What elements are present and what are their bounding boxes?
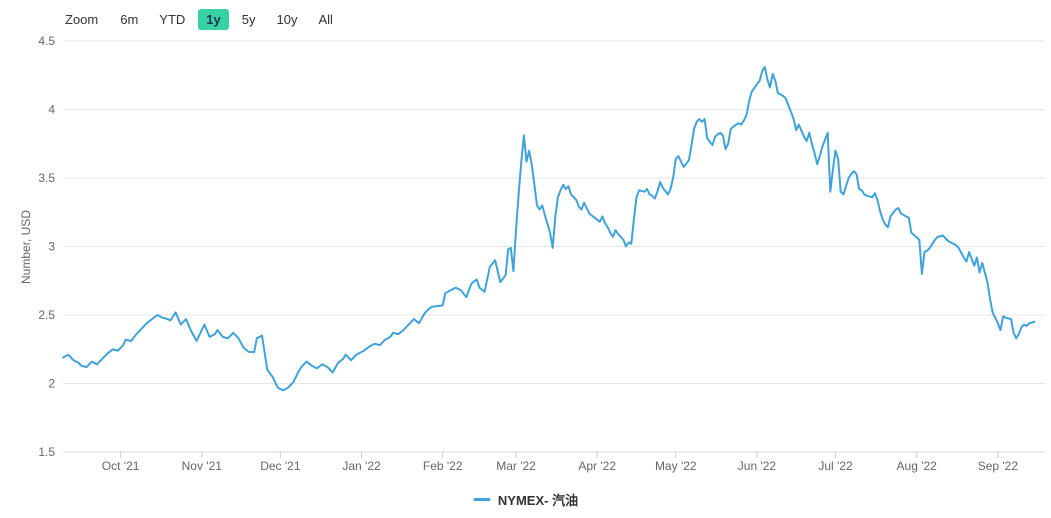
range-toolbar-buttons: 6m YTD 1y 5y 10y All	[112, 9, 346, 30]
x-tick-label: Jul '22	[818, 459, 853, 473]
x-tick-label: Apr '22	[578, 459, 616, 473]
x-tick-label: Dec '21	[260, 459, 301, 473]
x-tick-label: Sep '22	[978, 459, 1019, 473]
range-button-all[interactable]: All	[318, 12, 333, 27]
y-tick-label: 3.5	[38, 171, 55, 185]
x-tick-label: May '22	[655, 459, 697, 473]
y-tick-label: 4.5	[38, 34, 55, 48]
range-button-10y[interactable]: 10y	[276, 12, 298, 27]
zoom-label: Zoom	[65, 12, 99, 27]
legend[interactable]: NYMEX- 汽油	[472, 490, 579, 509]
y-tick-label: 2	[48, 377, 55, 391]
range-selector: Zoom 6m YTD 1y 5y 10y All	[65, 9, 346, 30]
range-button-1y[interactable]: 1y	[198, 9, 229, 30]
range-button-5y[interactable]: 5y	[241, 12, 256, 27]
range-button-6m[interactable]: 6m	[120, 12, 139, 27]
range-button-ytd[interactable]: YTD	[159, 12, 186, 27]
x-tick-label: Aug '22	[897, 459, 938, 473]
x-tick-label: Nov '21	[182, 459, 223, 473]
series-line-nymex[interactable]	[62, 66, 1036, 392]
y-tick-label: 4	[48, 103, 55, 117]
y-tick-label: 3	[48, 240, 55, 254]
x-tick-label: Mar '22	[496, 459, 536, 473]
x-tick-label: Feb '22	[423, 459, 463, 473]
legend-line-swatch	[472, 498, 490, 501]
x-tick-label: Oct '21	[102, 459, 140, 473]
x-tick-label: Jan '22	[342, 459, 381, 473]
y-axis-title: Number, USD	[19, 209, 33, 285]
y-tick-label: 1.5	[38, 445, 55, 459]
legend-series-label: NYMEX- 汽油	[497, 493, 579, 508]
x-tick-label: Jun '22	[738, 459, 777, 473]
y-tick-label: 2.5	[38, 308, 55, 322]
